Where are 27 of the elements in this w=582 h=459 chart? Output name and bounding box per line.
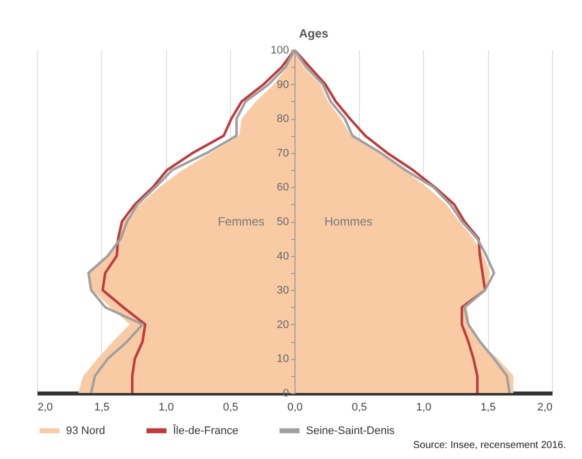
y-tick-label: 20	[276, 318, 289, 331]
x-tick-label: 2,0	[38, 402, 53, 414]
x-tick-label: 0,5	[222, 402, 238, 414]
x-tick-label: 0,5	[352, 402, 368, 414]
y-tick-label: 90	[276, 78, 289, 91]
y-axis-title: Ages	[299, 26, 329, 40]
legend-label: Île-de-France	[172, 424, 238, 437]
source-note: Source: Insee, recensement 2016.	[412, 440, 566, 451]
y-tick-label: 60	[276, 182, 289, 194]
x-tick-label: 2,0	[537, 402, 552, 414]
y-tick-label: 30	[276, 284, 289, 297]
legend-label: 93 Nord	[66, 424, 106, 437]
legend-label: Seine-Saint-Denis	[306, 424, 396, 437]
x-tick-label: 1,0	[158, 402, 174, 414]
x-tick-label: 1,0	[416, 402, 432, 414]
y-tick-label: 50	[276, 216, 289, 228]
y-tick-label: 100	[270, 44, 289, 56]
y-tick-label: 10	[276, 353, 289, 366]
y-tick-label: 80	[276, 113, 289, 126]
y-tick-label: 70	[276, 147, 289, 160]
annotation: Hommes	[324, 214, 373, 228]
y-tick-label: 0	[282, 388, 289, 400]
x-tick-label: 1,5	[480, 402, 496, 414]
annotation: Femmes	[218, 214, 264, 228]
x-tick-label: 0,0	[287, 402, 303, 414]
y-tick-label: 40	[276, 250, 289, 262]
x-tick-label: 1,5	[94, 402, 110, 414]
